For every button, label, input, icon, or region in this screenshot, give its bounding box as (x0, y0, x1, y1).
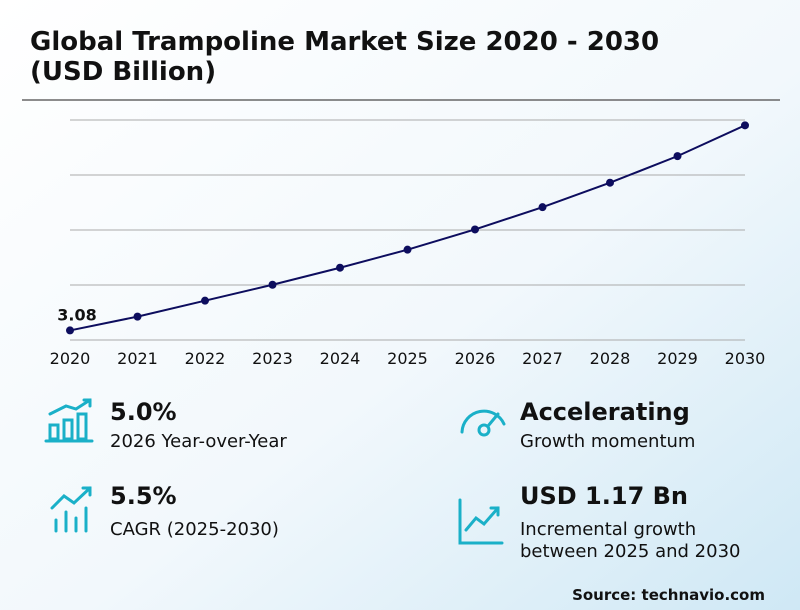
data-point (538, 203, 547, 212)
x-tick-label: 2029 (657, 349, 698, 368)
x-tick-label: 2025 (387, 349, 428, 368)
stat-label: between 2025 and 2030 (520, 541, 740, 562)
bar-chart-icon (44, 398, 94, 443)
stat-value: USD 1.17 Bn (520, 482, 688, 510)
title-line: (USD Billion) (30, 57, 216, 87)
x-tick-label: 2020 (50, 349, 91, 368)
icons (44, 398, 506, 545)
x-tick-label: 2027 (522, 349, 563, 368)
stat-label: 2026 Year-over-Year (110, 431, 287, 452)
trend-icon (50, 486, 92, 533)
data-point (673, 152, 682, 161)
x-tick-label: 2028 (590, 349, 631, 368)
data-point (201, 296, 209, 305)
data-point (471, 225, 479, 234)
data-point (403, 245, 412, 254)
title-line: Global Trampoline Market Size 2020 - 203… (30, 27, 659, 57)
stat-label: Incremental growth (520, 519, 696, 540)
stat-value: 5.5% (110, 482, 177, 510)
stat-label: Growth momentum (520, 431, 695, 452)
source: Source: technavio.com (572, 586, 765, 604)
data-point (741, 121, 749, 130)
data-point (606, 178, 614, 187)
data-label: 3.08 (57, 305, 96, 324)
stat-value: 5.0% (110, 398, 177, 426)
data-point (66, 326, 74, 335)
data-point (336, 263, 344, 272)
x-tick-label: 2021 (117, 349, 158, 368)
x-tick-label: 2022 (185, 349, 226, 368)
x-tick-label: 2030 (725, 349, 766, 368)
x-tick-label: 2024 (320, 349, 361, 368)
gauge-icon (460, 409, 506, 437)
stat-value: Accelerating (520, 398, 690, 426)
data-point (133, 312, 142, 321)
area-chart-icon (458, 498, 504, 545)
stat-label: CAGR (2025-2030) (110, 519, 279, 540)
x-tick-label: 2026 (455, 349, 496, 368)
x-tick-label: 2023 (252, 349, 293, 368)
data-point (268, 280, 277, 289)
